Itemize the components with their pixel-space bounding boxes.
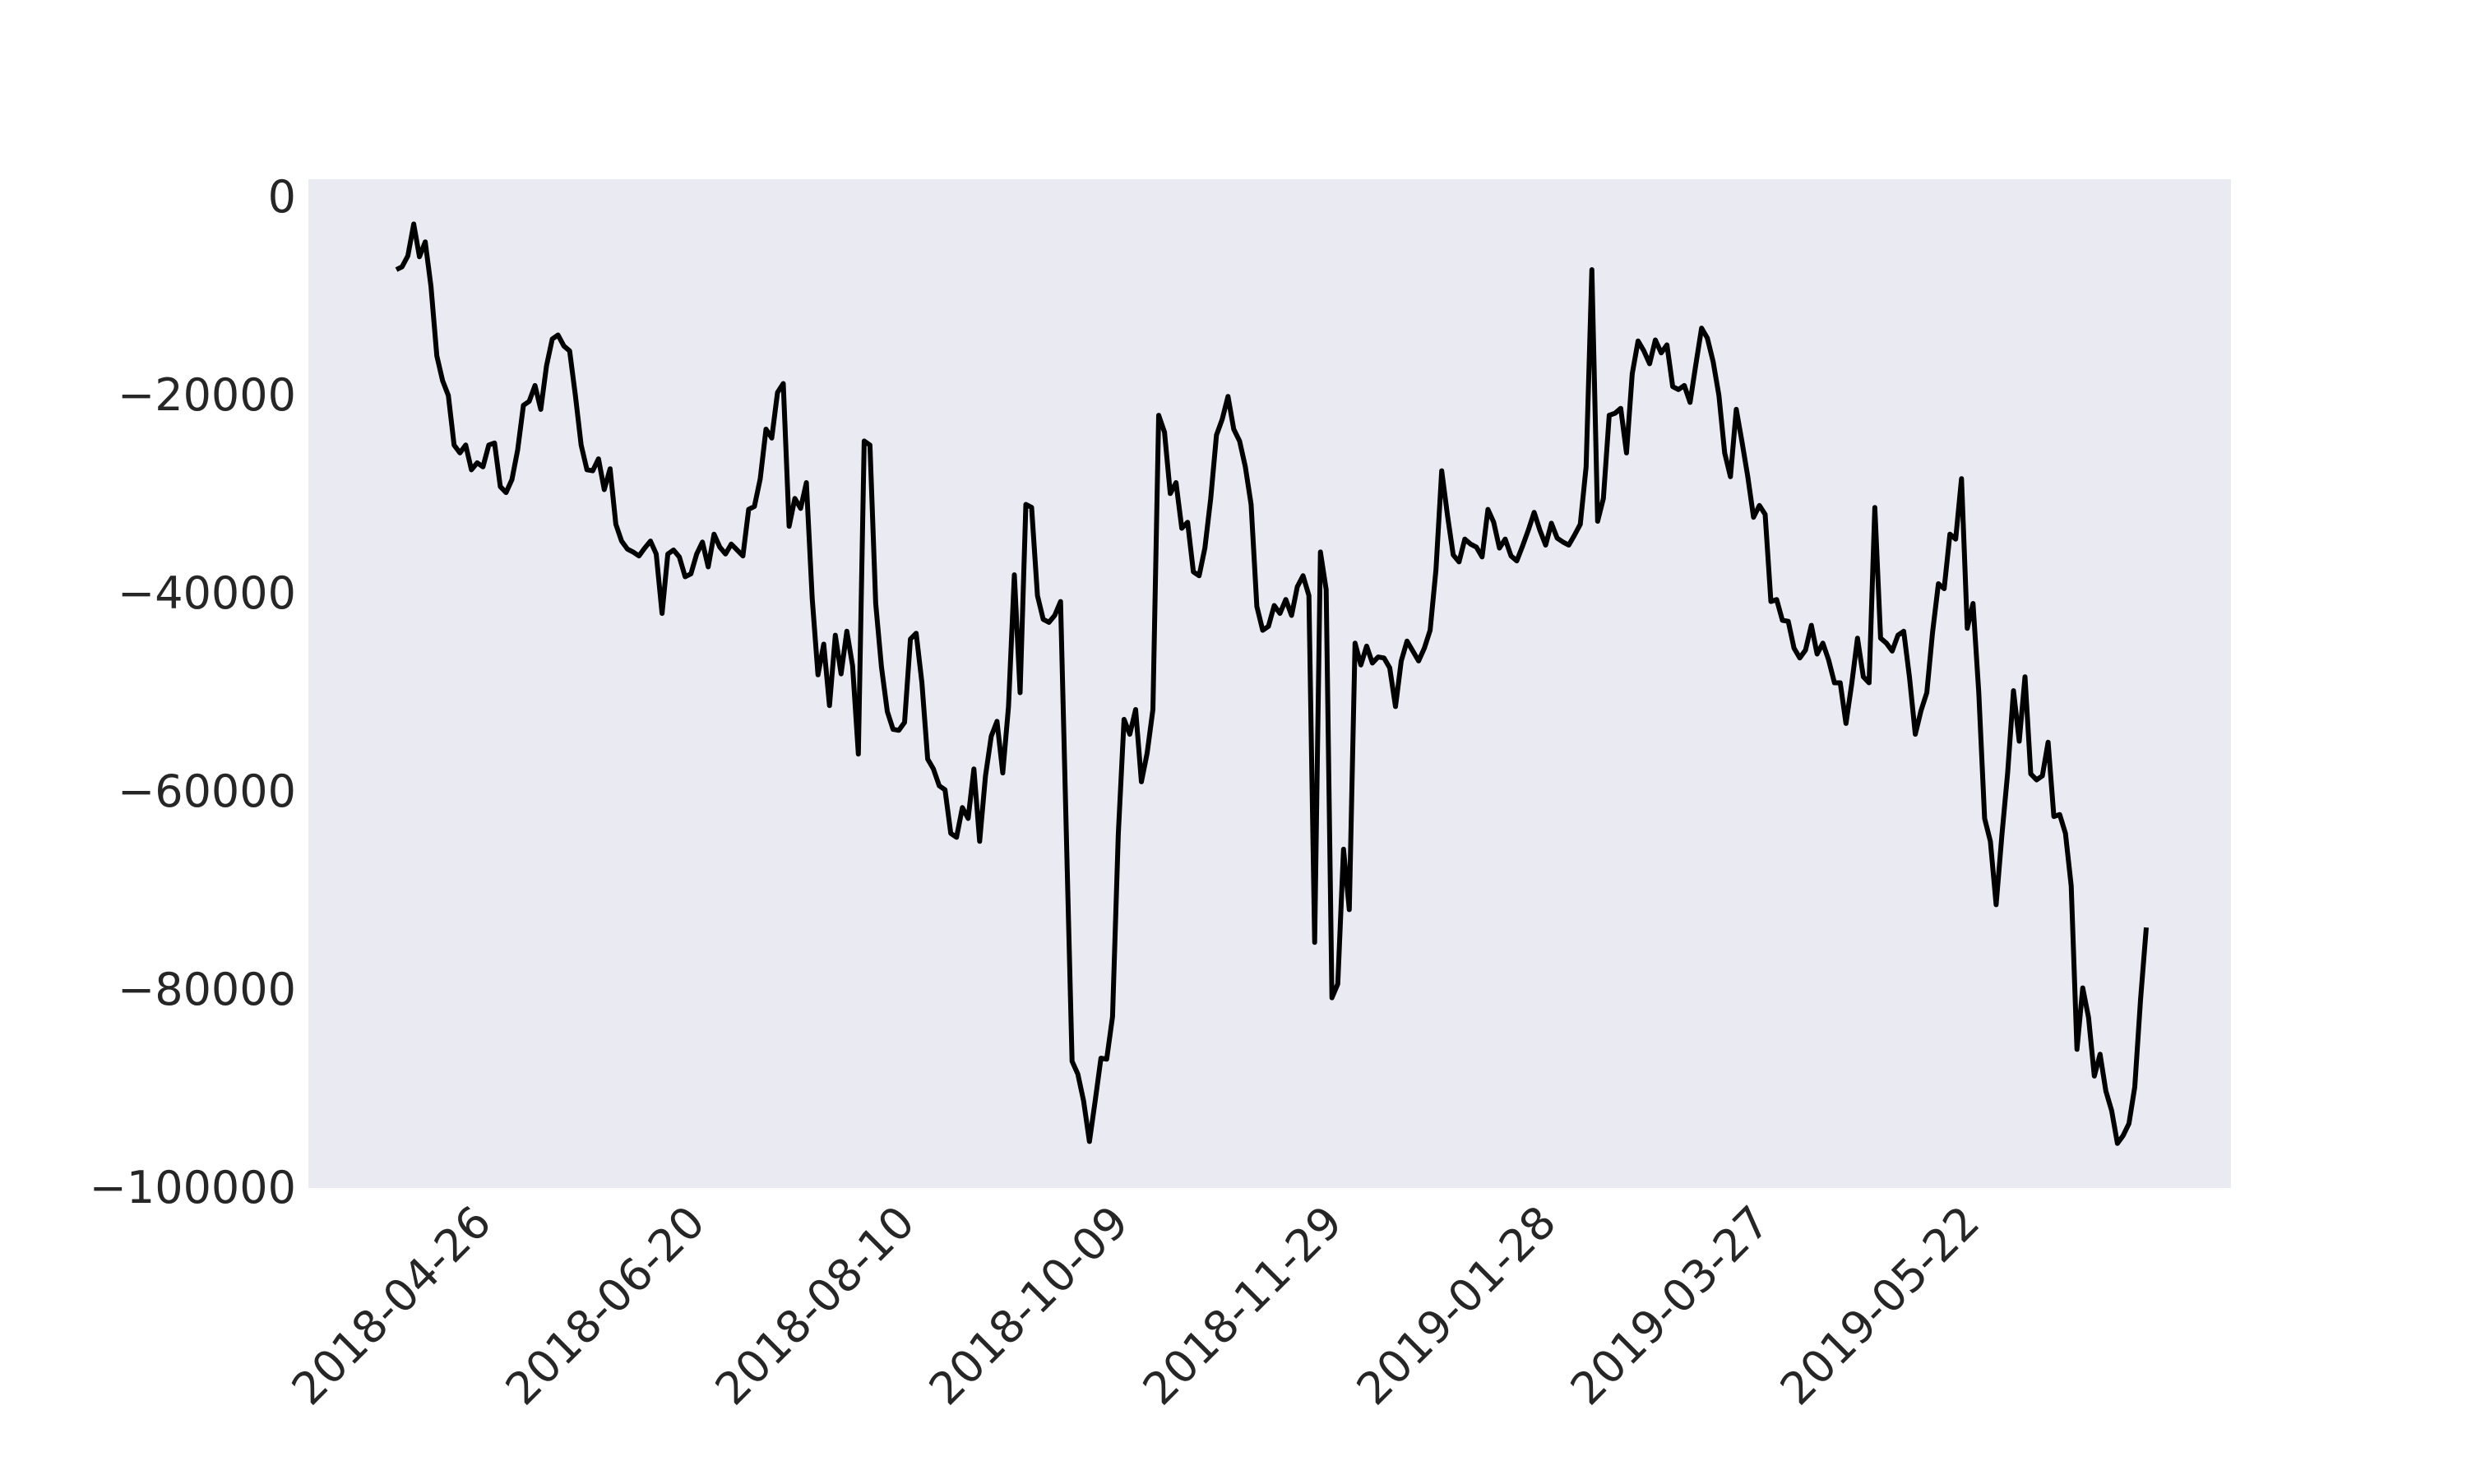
series-line bbox=[395, 221, 2149, 1146]
y-tick-label: −100000 bbox=[90, 1162, 296, 1214]
x-tick-label: 2018-08-10 bbox=[706, 1196, 924, 1415]
x-tick-label: 2018-11-29 bbox=[1133, 1196, 1352, 1415]
x-tick-label: 2019-05-22 bbox=[1770, 1196, 1989, 1415]
x-tick-label: 2019-01-28 bbox=[1347, 1196, 1566, 1415]
x-tick-label: 2018-06-20 bbox=[496, 1196, 715, 1415]
x-tick-label: 2019-03-27 bbox=[1561, 1196, 1780, 1415]
y-tick-label: −20000 bbox=[118, 369, 296, 421]
x-tick-label: 2018-10-09 bbox=[919, 1196, 1138, 1415]
x-tick-label: 2018-04-26 bbox=[282, 1196, 501, 1415]
y-tick-label: −40000 bbox=[118, 567, 296, 619]
y-tick-label: −60000 bbox=[118, 765, 296, 817]
plot-area bbox=[308, 179, 2231, 1188]
y-tick-label: −80000 bbox=[118, 964, 296, 1015]
y-tick-label: 0 bbox=[268, 171, 296, 223]
